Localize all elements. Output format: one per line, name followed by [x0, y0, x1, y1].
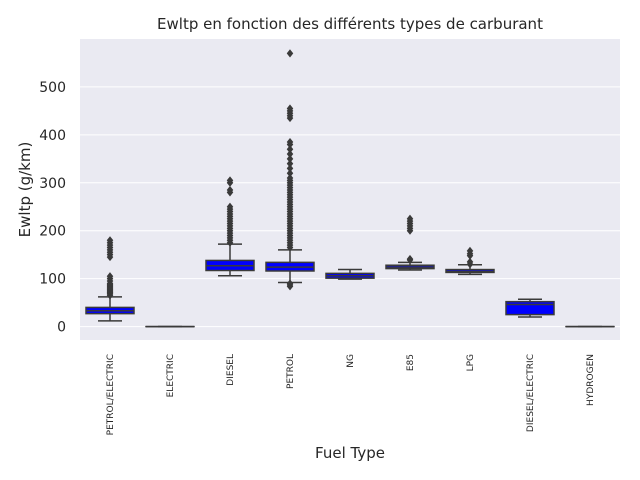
outlier-point	[466, 246, 474, 255]
outlier-point	[406, 214, 414, 223]
x-tick-label: E85	[406, 354, 416, 371]
outlier-point	[106, 272, 114, 281]
x-tick-label: HYDROGEN	[586, 354, 596, 406]
outlier-point	[226, 202, 234, 211]
x-tick-label: LPG	[466, 354, 476, 371]
box-lpg	[445, 246, 495, 276]
outlier-point	[286, 173, 294, 183]
x-tick-label: DIESEL/ELECTRIC	[526, 354, 536, 432]
plot-area	[80, 39, 620, 340]
outlier-point	[286, 159, 294, 168]
outlier-point	[466, 257, 474, 266]
outlier-point	[106, 236, 114, 245]
y-axis-label: Ewltp (g/km)	[16, 142, 34, 238]
outlier-point	[286, 49, 294, 58]
y-axis-ticks: 0 100 200 300 400 500	[39, 80, 66, 336]
x-tick-label: NG	[346, 354, 356, 368]
x-tick-label: PETROL/ELECTRIC	[106, 354, 116, 435]
box-diesel	[205, 176, 255, 277]
outlier-point	[226, 176, 234, 185]
outlier-point	[286, 164, 294, 173]
gridlines	[80, 86, 620, 328]
y-tick-label: 200	[39, 224, 66, 240]
box-petrol	[265, 49, 315, 291]
chart-title: Ewltp en fonction des différents types d…	[157, 15, 543, 33]
y-tick-label: 100	[39, 272, 66, 288]
x-axis-label: Fuel Type	[315, 444, 385, 462]
y-tick-label: 0	[57, 320, 66, 336]
box-ng	[325, 268, 375, 280]
outlier-point	[286, 169, 294, 178]
x-tick-label: ELECTRIC	[166, 354, 176, 397]
box-e85	[385, 214, 435, 271]
iqr-box	[505, 300, 555, 316]
outlier-point	[286, 137, 294, 147]
outlier-point	[286, 149, 294, 159]
outlier-point	[286, 104, 294, 113]
y-tick-label: 500	[39, 80, 66, 96]
outlier-point	[406, 254, 414, 264]
x-tick-label: PETROL	[286, 354, 296, 389]
outlier-point	[286, 279, 294, 288]
y-tick-label: 400	[39, 128, 66, 144]
y-tick-label: 300	[39, 176, 66, 192]
box-diesel-electric	[505, 298, 555, 318]
x-axis-ticks: PETROL/ELECTRIC ELECTRIC DIESEL PETROL NG E85…	[106, 354, 596, 435]
x-tick-label: DIESEL	[226, 354, 236, 386]
outlier-point	[286, 154, 294, 163]
outlier-point	[286, 145, 294, 154]
box-petrol-electric	[85, 236, 135, 322]
outlier-point	[226, 185, 234, 195]
box-series	[85, 49, 615, 328]
